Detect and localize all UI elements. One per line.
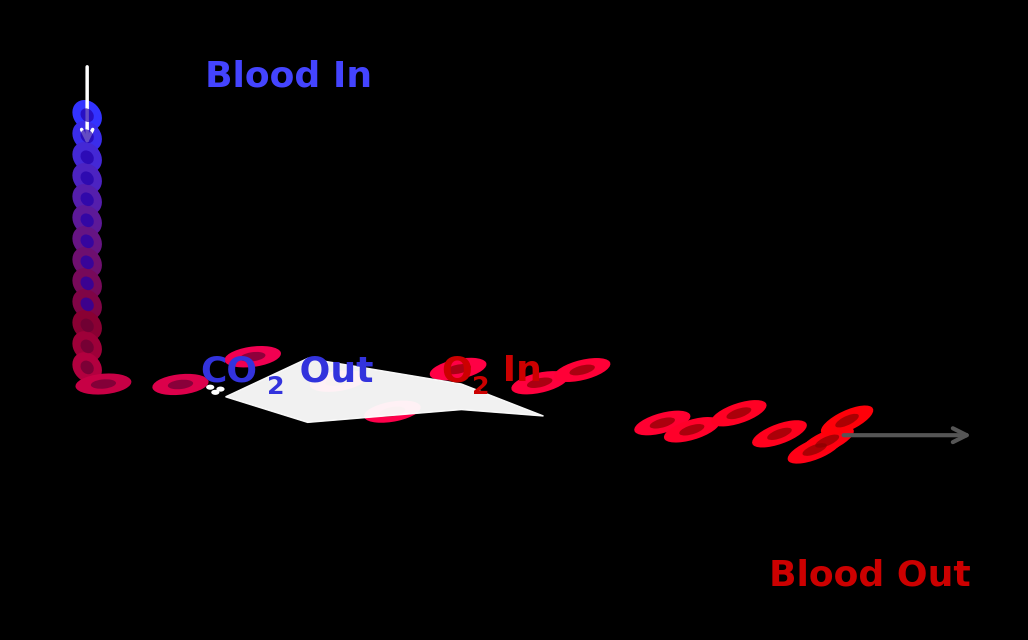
Text: 2: 2 [472, 375, 489, 399]
Ellipse shape [80, 193, 94, 206]
Text: In: In [490, 354, 542, 388]
Ellipse shape [72, 247, 102, 278]
Ellipse shape [752, 420, 807, 447]
Ellipse shape [787, 435, 842, 463]
Text: O: O [441, 354, 472, 388]
Text: Blood In: Blood In [205, 60, 372, 94]
Ellipse shape [72, 310, 102, 340]
Ellipse shape [430, 358, 486, 381]
Ellipse shape [815, 435, 839, 448]
Ellipse shape [80, 129, 94, 143]
Ellipse shape [72, 121, 102, 152]
Ellipse shape [511, 371, 568, 394]
Ellipse shape [72, 163, 102, 193]
Ellipse shape [72, 226, 102, 257]
Ellipse shape [767, 428, 792, 440]
Ellipse shape [72, 142, 102, 172]
Text: 2: 2 [266, 375, 284, 399]
Text: Blood Out: Blood Out [769, 559, 970, 593]
Ellipse shape [224, 346, 281, 367]
Ellipse shape [72, 184, 102, 214]
Ellipse shape [206, 385, 214, 390]
Ellipse shape [835, 414, 858, 428]
Ellipse shape [72, 289, 102, 319]
Ellipse shape [72, 100, 102, 131]
Ellipse shape [727, 407, 751, 419]
Ellipse shape [650, 417, 675, 429]
Ellipse shape [634, 411, 691, 435]
Text: Out: Out [287, 354, 373, 388]
Ellipse shape [80, 172, 94, 185]
Ellipse shape [72, 331, 102, 362]
Ellipse shape [72, 352, 102, 383]
Text: CO: CO [200, 354, 257, 388]
Ellipse shape [820, 406, 873, 436]
Ellipse shape [80, 319, 94, 332]
Ellipse shape [364, 401, 420, 423]
Ellipse shape [326, 376, 351, 386]
Ellipse shape [90, 380, 116, 388]
Ellipse shape [570, 365, 595, 376]
Ellipse shape [75, 374, 132, 395]
Ellipse shape [80, 340, 94, 353]
Ellipse shape [240, 352, 265, 362]
Ellipse shape [72, 268, 102, 298]
Ellipse shape [80, 214, 94, 227]
Polygon shape [225, 358, 544, 422]
Ellipse shape [801, 426, 854, 456]
Ellipse shape [80, 360, 94, 374]
Ellipse shape [80, 276, 94, 290]
Ellipse shape [527, 378, 552, 388]
Ellipse shape [554, 358, 611, 382]
Ellipse shape [711, 400, 767, 426]
Ellipse shape [309, 370, 366, 392]
Ellipse shape [680, 424, 704, 435]
Ellipse shape [445, 364, 471, 374]
Ellipse shape [80, 108, 94, 122]
Ellipse shape [80, 298, 94, 311]
Ellipse shape [152, 374, 209, 395]
Ellipse shape [80, 234, 94, 248]
Ellipse shape [379, 406, 405, 417]
Ellipse shape [80, 150, 94, 164]
Ellipse shape [211, 390, 219, 395]
Ellipse shape [80, 255, 94, 269]
Ellipse shape [216, 387, 224, 392]
Ellipse shape [72, 205, 102, 236]
Ellipse shape [664, 417, 720, 442]
Ellipse shape [168, 380, 193, 389]
Ellipse shape [803, 443, 827, 456]
